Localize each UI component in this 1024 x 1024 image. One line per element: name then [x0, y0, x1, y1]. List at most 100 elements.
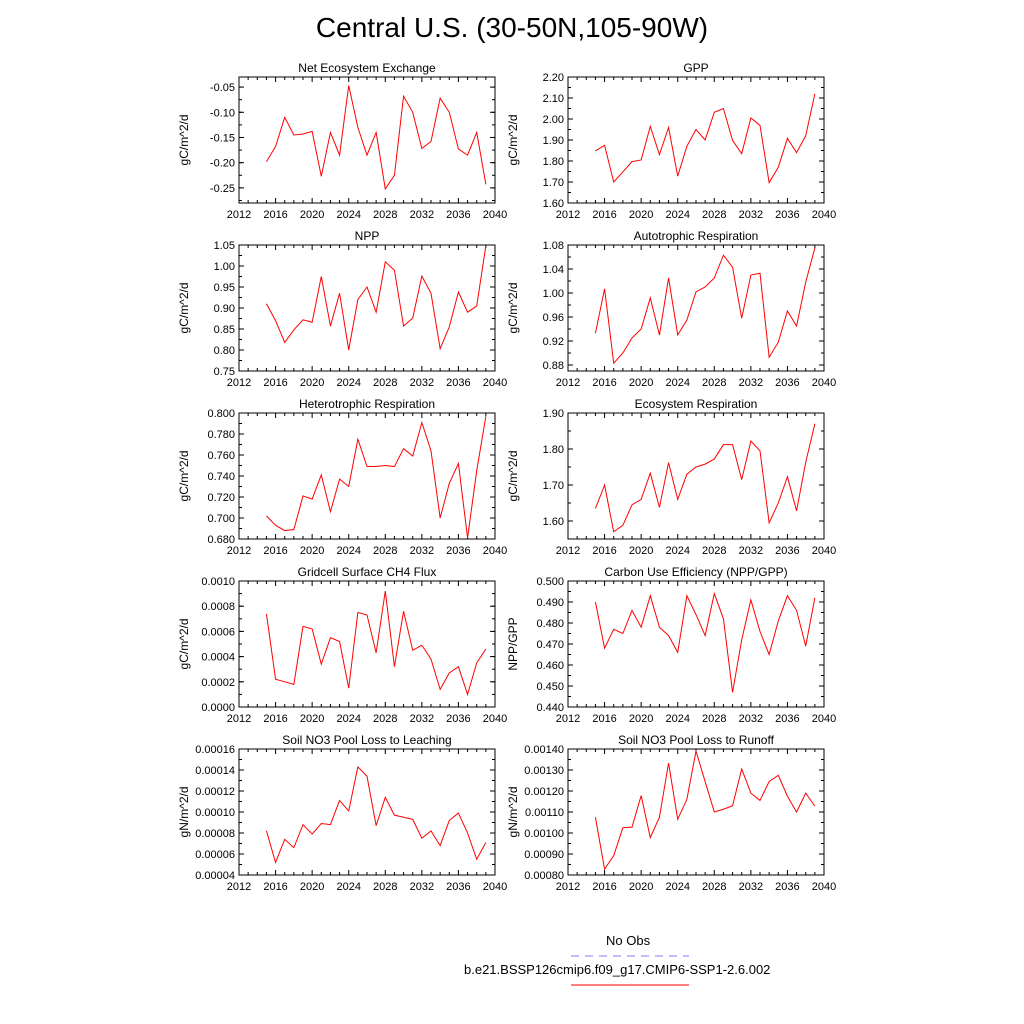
x-tick-label: 2016	[592, 377, 616, 389]
panel-title: GPP	[683, 61, 708, 75]
y-tick-label: 0.800	[207, 408, 235, 420]
chart-panel-4: Autotrophic Respiration gC/m^2/d 2012 2016 2…	[506, 229, 836, 389]
x-tick-label: 2028	[373, 881, 397, 893]
x-tick-label: 2028	[373, 377, 397, 389]
x-tick-label: 2012	[556, 545, 580, 557]
plot-frame	[567, 76, 825, 204]
x-tick-label: 2040	[812, 377, 836, 389]
x-tick-label: 2016	[263, 713, 287, 725]
y-tick-label: 0.0010	[201, 576, 235, 588]
y-tick-label: 1.70	[543, 480, 564, 492]
y-tick-label: 0.00090	[524, 849, 564, 861]
x-tick-label: 2012	[227, 377, 251, 389]
panel-title: Carbon Use Efficiency (NPP/GPP)	[604, 565, 787, 579]
y-tick-label: 0.95	[214, 282, 235, 294]
y-tick-label: 2.10	[543, 93, 564, 105]
x-tick-label: 2040	[483, 209, 507, 221]
x-tick-label: 2020	[629, 713, 653, 725]
y-tick-label: 0.00006	[195, 849, 235, 861]
panel-title: Ecosystem Respiration	[635, 397, 758, 411]
x-tick-label: 2032	[739, 545, 763, 557]
y-tick-label: 0.0000	[201, 702, 235, 714]
x-tick-label: 2028	[373, 209, 397, 221]
y-tick-label: 0.0008	[201, 601, 235, 613]
x-tick-label: 2036	[446, 377, 470, 389]
x-tick-label: 2028	[373, 713, 397, 725]
y-tick-label: 0.450	[536, 681, 564, 693]
y-tick-label: 0.760	[207, 450, 235, 462]
series-line	[265, 765, 487, 864]
x-tick-label: 2012	[556, 209, 580, 221]
panel-title: Net Ecosystem Exchange	[298, 61, 436, 75]
y-axis-label: gC/m^2/d	[506, 451, 520, 502]
x-tick-label: 2012	[227, 545, 251, 557]
y-tick-label: 0.470	[536, 639, 564, 651]
x-tick-label: 2020	[629, 881, 653, 893]
x-tick-label: 2032	[410, 713, 434, 725]
y-tick-label: 0.90	[214, 303, 235, 315]
y-axis-label: gC/m^2/d	[506, 283, 520, 334]
y-axis-label: gC/m^2/d	[177, 619, 191, 670]
y-tick-label: 0.00100	[524, 828, 564, 840]
y-tick-label: 0.0004	[201, 652, 235, 664]
y-axis-label: gC/m^2/d	[177, 283, 191, 334]
x-tick-label: 2028	[702, 545, 726, 557]
x-tick-label: 2032	[739, 377, 763, 389]
x-tick-label: 2024	[336, 209, 360, 221]
plot-frame	[567, 412, 825, 540]
page-title: Central U.S. (30-50N,105-90W)	[315, 12, 709, 43]
x-tick-label: 2024	[665, 881, 689, 893]
x-tick-label: 2024	[336, 545, 360, 557]
y-tick-label: 0.80	[214, 345, 235, 357]
y-tick-label: 0.88	[543, 360, 564, 372]
x-tick-label: 2032	[410, 881, 434, 893]
y-axis-label: gN/m^2/d	[506, 787, 520, 838]
y-tick-label: 2.20	[543, 72, 564, 84]
x-tick-label: 2040	[812, 209, 836, 221]
y-tick-label: 0.00016	[195, 744, 235, 756]
chart-panel-10: Soil NO3 Pool Loss to Runoff gN/m^2/d 2012…	[506, 733, 836, 893]
x-tick-label: 2036	[775, 377, 799, 389]
x-tick-label: 2016	[592, 545, 616, 557]
plot-frame	[238, 748, 496, 876]
x-tick-label: 2036	[446, 209, 470, 221]
x-tick-label: 2028	[702, 713, 726, 725]
chart-panel-5: Heterotrophic Respiration gC/m^2/d 2012 201…	[177, 397, 507, 557]
x-tick-label: 2020	[300, 881, 324, 893]
x-tick-label: 2016	[592, 209, 616, 221]
y-tick-label: 0.00140	[524, 744, 564, 756]
y-tick-label: 0.75	[214, 366, 235, 378]
y-tick-label: 0.85	[214, 324, 235, 336]
x-tick-label: 2012	[556, 377, 580, 389]
y-tick-label: 1.04	[543, 264, 564, 276]
y-tick-label: 0.480	[536, 618, 564, 630]
series-line	[594, 591, 816, 693]
x-tick-label: 2024	[665, 545, 689, 557]
x-tick-label: 2016	[592, 713, 616, 725]
chart-panel-1: Net Ecosystem Exchange gC/m^2/d 2012 2016 20…	[177, 61, 507, 221]
x-tick-label: 2012	[227, 881, 251, 893]
x-tick-label: 2024	[336, 377, 360, 389]
y-tick-label: 0.780	[207, 429, 235, 441]
x-tick-label: 2032	[410, 545, 434, 557]
series-line	[266, 85, 487, 191]
x-tick-label: 2020	[300, 377, 324, 389]
x-tick-label: 2020	[629, 209, 653, 221]
y-tick-label: 0.740	[207, 471, 235, 483]
y-tick-label: -0.05	[210, 82, 235, 94]
x-tick-label: 2012	[227, 713, 251, 725]
x-tick-label: 2040	[483, 545, 507, 557]
x-tick-label: 2040	[812, 545, 836, 557]
x-tick-label: 2036	[446, 881, 470, 893]
x-tick-label: 2032	[410, 209, 434, 221]
series-line	[595, 93, 816, 185]
y-tick-label: 1.60	[543, 198, 564, 210]
y-tick-label: 1.70	[543, 177, 564, 189]
x-tick-label: 2016	[263, 377, 287, 389]
y-tick-label: 0.0006	[201, 626, 235, 638]
y-tick-label: 0.00080	[524, 870, 564, 882]
x-tick-label: 2040	[812, 881, 836, 893]
panel-title: Gridcell Surface CH4 Flux	[298, 565, 437, 579]
y-tick-label: -0.15	[210, 132, 235, 144]
x-tick-label: 2040	[812, 713, 836, 725]
